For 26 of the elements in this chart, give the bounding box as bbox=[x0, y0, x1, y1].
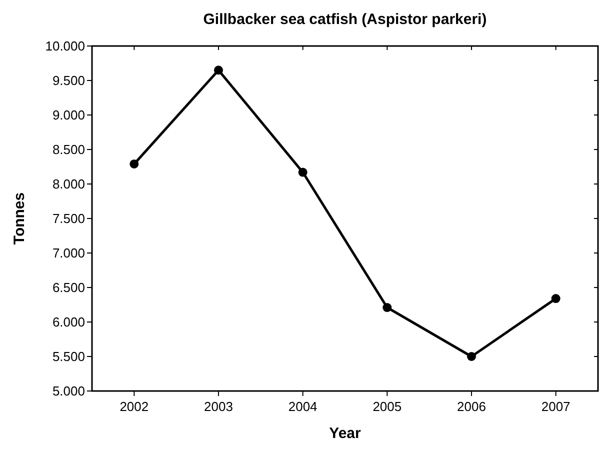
y-tick-label: 7.000 bbox=[52, 246, 85, 261]
y-tick-label: 10.000 bbox=[45, 38, 85, 54]
y-tick-label: 6.500 bbox=[52, 280, 85, 296]
x-tick-label: 2002 bbox=[120, 399, 149, 414]
y-tick-label: 8.500 bbox=[52, 142, 85, 158]
y-axis-title: Tonnes bbox=[11, 192, 28, 245]
chart-title: Gillbacker sea catfish (Aspistor parkeri) bbox=[203, 11, 487, 28]
point bbox=[130, 159, 139, 168]
y-tick-label: 5.500 bbox=[52, 349, 85, 364]
y-tick-label: 8.000 bbox=[52, 176, 85, 192]
x-tick-label: 2005 bbox=[372, 399, 402, 414]
x-tick-label: 2006 bbox=[457, 399, 486, 414]
point bbox=[467, 352, 476, 361]
x-tick-label: 2003 bbox=[204, 399, 233, 414]
point bbox=[298, 168, 308, 177]
y-tick-label: 9.500 bbox=[52, 73, 85, 88]
y-tick-label: 6.000 bbox=[52, 314, 85, 330]
point bbox=[551, 294, 560, 304]
x-tick-label: 2007 bbox=[541, 399, 570, 414]
y-tick-label: 9.000 bbox=[52, 108, 85, 123]
point bbox=[382, 303, 392, 312]
point bbox=[214, 66, 223, 75]
x-tick-label: 2004 bbox=[288, 399, 318, 414]
y-tick-label: 7.500 bbox=[52, 211, 85, 226]
y-tick-label: 5.000 bbox=[52, 384, 85, 399]
x-axis-title: Year bbox=[329, 425, 362, 442]
